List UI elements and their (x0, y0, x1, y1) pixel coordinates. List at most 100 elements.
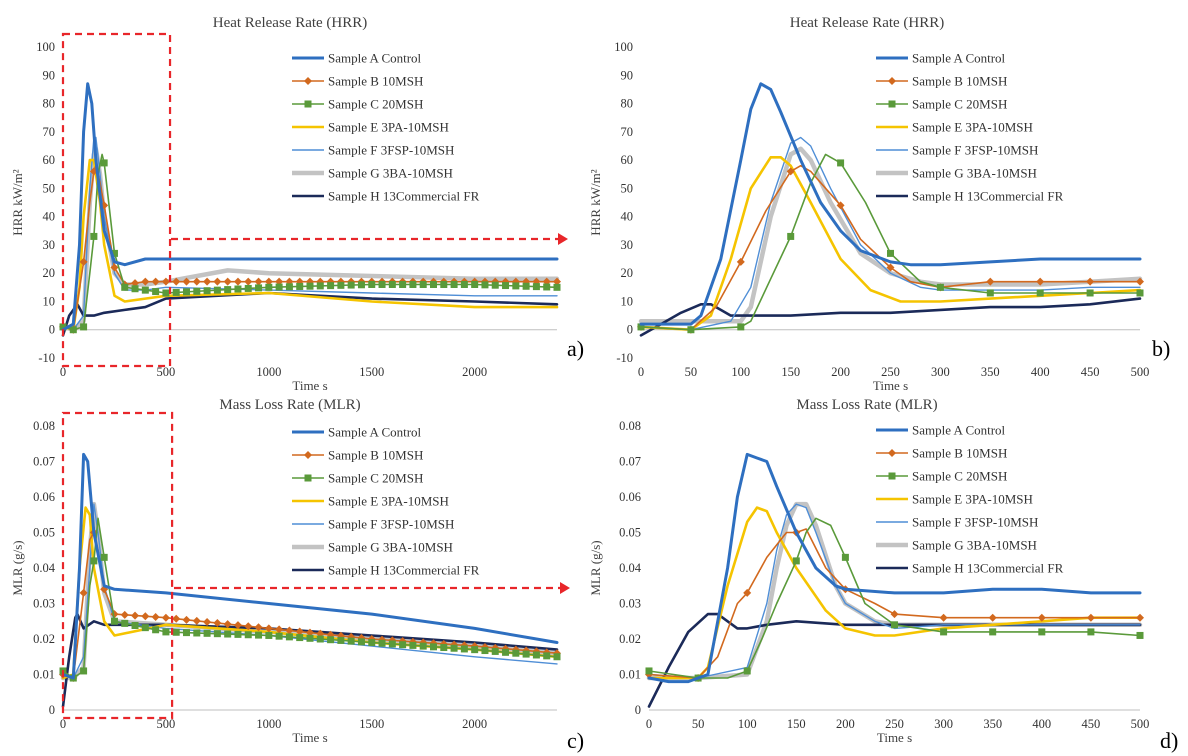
y-tick-label: 0.03 (33, 597, 55, 611)
chart-title: Heat Release Rate (HRR) (213, 15, 368, 31)
series-marker (182, 615, 191, 624)
series-marker (275, 283, 283, 291)
series-marker (151, 277, 160, 286)
series-marker (645, 667, 653, 675)
series-marker (792, 557, 800, 565)
series-marker (110, 263, 119, 272)
y-tick-label: 0.06 (33, 490, 55, 504)
series-marker (986, 277, 995, 286)
series-marker (224, 286, 232, 294)
x-axis-label: Time s (873, 378, 908, 393)
x-tick-label: 50 (685, 365, 698, 379)
series-marker (131, 285, 139, 293)
series-line (62, 531, 558, 679)
series-marker (172, 614, 181, 623)
series-marker (306, 282, 314, 290)
series-marker (357, 638, 365, 646)
series-marker (502, 648, 510, 656)
series-marker (1037, 613, 1046, 622)
x-tick-label: 100 (738, 717, 757, 731)
series-marker (192, 277, 201, 286)
x-tick-label: 0 (60, 717, 66, 731)
legend-entry: Sample E 3PA-10MSH (328, 494, 449, 509)
legend-entry: Sample F 3FSP-10MSH (328, 143, 454, 158)
series-marker (120, 610, 129, 619)
y-tick-label: 50 (43, 181, 56, 195)
series-marker (141, 624, 149, 632)
series-marker (388, 280, 396, 288)
series-line (639, 156, 1142, 332)
x-tick-label: 200 (831, 365, 850, 379)
y-axis-label: HRR kW/m² (10, 169, 25, 235)
legend-marker (888, 472, 896, 480)
legend-entry: Sample A Control (328, 51, 422, 66)
x-tick-label: 1000 (256, 717, 281, 731)
series-marker (368, 639, 376, 647)
series-marker (265, 631, 273, 639)
series-marker (285, 633, 293, 641)
legend-marker (888, 100, 896, 108)
y-tick-label: 0.01 (619, 668, 641, 682)
series-marker (988, 613, 997, 622)
series-line (61, 612, 559, 708)
series-marker (553, 277, 561, 286)
series-marker (100, 553, 108, 561)
x-tick-label: 50 (692, 717, 705, 731)
series-marker (368, 280, 376, 288)
series-marker (131, 611, 140, 620)
x-tick-label: 500 (157, 365, 176, 379)
series-marker (233, 621, 242, 630)
x-tick-label: 500 (1131, 717, 1150, 731)
series-marker (891, 621, 898, 629)
series-marker (460, 280, 468, 288)
series-marker (131, 622, 139, 630)
y-tick-label: 0.07 (33, 455, 55, 469)
y-tick-label: 0 (49, 323, 55, 337)
y-tick-label: 10 (621, 294, 634, 308)
series-marker (110, 249, 118, 257)
zoom-arrow-head (558, 233, 568, 245)
x-tick-label: 200 (836, 717, 855, 731)
series-marker (786, 167, 795, 176)
series-marker (986, 289, 994, 297)
y-tick-label: 70 (621, 125, 634, 139)
series-marker (409, 641, 417, 649)
y-tick-label: 100 (36, 40, 55, 54)
series-line (62, 164, 558, 331)
y-axis-label: HRR kW/m² (588, 169, 603, 235)
legend-marker (304, 77, 312, 85)
series-marker (213, 630, 221, 638)
legend-entry: Sample C 20MSH (328, 471, 423, 486)
series-marker (502, 282, 510, 290)
legend-entry: Sample F 3FSP-10MSH (912, 515, 1038, 530)
series-marker (264, 624, 273, 633)
series-marker (264, 277, 273, 286)
series-marker (450, 280, 458, 288)
series-marker (543, 652, 551, 660)
y-tick-label: 60 (621, 153, 634, 167)
series-marker (743, 667, 751, 675)
y-tick-label: 0.05 (33, 526, 55, 540)
y-tick-label: 0.02 (619, 632, 641, 646)
series-marker (234, 285, 242, 293)
panel-label: a) (567, 336, 584, 361)
series-marker (388, 640, 396, 648)
y-tick-label: 30 (43, 238, 56, 252)
y-axis-label: MLR (g/s) (10, 540, 25, 595)
series-marker (327, 636, 335, 644)
series-marker (440, 644, 448, 652)
chart-title: Mass Loss Rate (MLR) (796, 397, 937, 413)
series-marker (203, 277, 212, 286)
series-marker (90, 557, 98, 565)
series-marker (285, 283, 293, 291)
series-line (62, 153, 558, 331)
x-tick-label: 150 (781, 365, 800, 379)
series-marker (939, 613, 948, 622)
series-marker (1086, 277, 1095, 286)
x-tick-label: 400 (1031, 365, 1050, 379)
series-marker (223, 277, 232, 286)
series-marker (347, 281, 355, 289)
legend-entry: Sample A Control (912, 51, 1006, 66)
y-tick-label: 0.06 (619, 490, 641, 504)
series-marker (841, 553, 849, 561)
